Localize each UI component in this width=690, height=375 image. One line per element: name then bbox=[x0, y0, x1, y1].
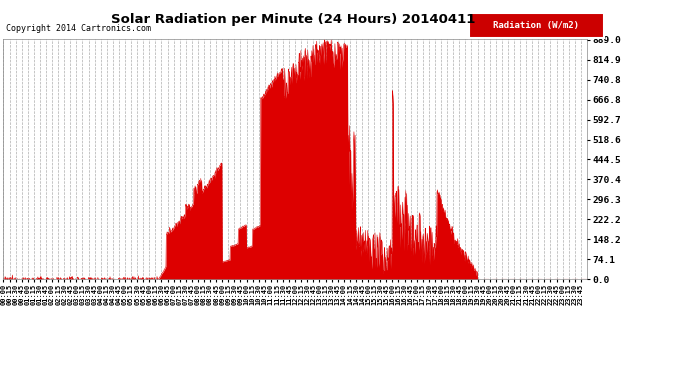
Text: Copyright 2014 Cartronics.com: Copyright 2014 Cartronics.com bbox=[6, 24, 150, 33]
Text: Radiation (W/m2): Radiation (W/m2) bbox=[493, 21, 580, 30]
Text: Solar Radiation per Minute (24 Hours) 20140411: Solar Radiation per Minute (24 Hours) 20… bbox=[111, 13, 475, 26]
